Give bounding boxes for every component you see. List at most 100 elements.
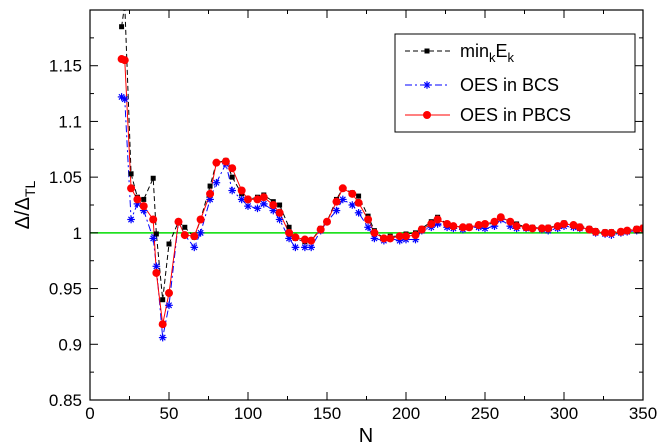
series-2-point [237, 186, 246, 195]
series-2-point [354, 198, 363, 207]
series-0-point [286, 224, 292, 230]
series-2-point [149, 215, 158, 224]
series-1-point [301, 243, 309, 252]
legend: minkEk OES in BCS OES in PBCS [394, 33, 636, 133]
y-tick-label: 1.15 [49, 57, 82, 76]
series-2-point [332, 197, 341, 206]
series-1-point [190, 243, 199, 252]
series-2-point [316, 225, 325, 234]
series-1-point [127, 215, 135, 224]
series-2-point [206, 189, 215, 198]
series-1-point [139, 206, 148, 215]
series-2-point [506, 217, 515, 226]
series-2-point [221, 157, 230, 166]
series-1-point [228, 186, 236, 195]
series-2-point [291, 233, 300, 242]
series-2-point [449, 222, 458, 231]
y-tick-label: 0.85 [49, 391, 82, 410]
series-1-point [196, 229, 205, 237]
series-2-point [496, 213, 505, 222]
series-1-point [364, 223, 372, 232]
x-tick-label: 350 [629, 404, 657, 423]
series-2-point [259, 193, 268, 202]
legend-marker-2 [423, 111, 431, 119]
series-2-point [569, 221, 578, 230]
series-2-point [379, 234, 388, 243]
series-1-point [332, 206, 341, 215]
y-tick-label: 1 [73, 224, 82, 243]
series-2-point [364, 215, 373, 224]
legend-sub-k1: k [489, 50, 496, 65]
series-0-point [128, 171, 134, 177]
series-0-point [153, 231, 159, 237]
series-2-point [285, 228, 294, 237]
series-2-point [300, 235, 309, 244]
series-2-point [269, 201, 278, 209]
series-2-point [553, 222, 562, 231]
series-2-point [395, 232, 404, 241]
series-2-point [370, 228, 379, 237]
series-1-point [275, 215, 284, 224]
legend-sub-k2: k [508, 50, 515, 65]
series-2-point [348, 189, 357, 198]
series-2-point [307, 236, 316, 245]
series-2-point [481, 219, 489, 228]
series-2-point [537, 224, 546, 233]
x-tick-label: 200 [392, 404, 420, 423]
series-1-point [120, 95, 129, 103]
series-2-point [386, 234, 395, 243]
series-1-point [152, 262, 161, 271]
series-2-point [528, 224, 537, 233]
series-0-point [229, 174, 235, 180]
series-1-point [244, 202, 252, 210]
series-2-point [180, 231, 189, 240]
series-2-point [474, 221, 483, 230]
series-2-point [607, 228, 616, 237]
series-2-point [152, 268, 161, 277]
y-tick-label: 1.05 [49, 168, 82, 187]
series-2-point [639, 224, 643, 233]
series-0-point [160, 297, 166, 303]
series-1-point [149, 234, 157, 243]
legend-label-min-e: minkEk [460, 41, 515, 65]
x-tick-label: 300 [550, 404, 578, 423]
series-2-point [560, 219, 568, 228]
y-axis-label: Δ/ΔTL [12, 180, 38, 229]
x-tick-label: 0 [85, 404, 94, 423]
y-tick-label: 1.1 [58, 112, 82, 131]
series-2-point [127, 184, 136, 193]
series-2-point [338, 184, 347, 193]
x-tick-label: 150 [313, 404, 341, 423]
legend-label-pbcs: OES in PBCS [460, 105, 571, 125]
series-2-point [165, 289, 173, 298]
series-1-point [206, 195, 214, 204]
series-0-point [356, 193, 362, 199]
series-1-point [212, 178, 221, 187]
series-0-point [119, 24, 125, 30]
x-axis-label: N [359, 425, 373, 445]
series-0-point [182, 224, 188, 230]
series-1-point [307, 243, 315, 252]
series-2-point [120, 56, 129, 65]
legend-marker-0 [424, 48, 430, 54]
series-2-point [158, 320, 167, 329]
series-2-point [174, 217, 183, 226]
series-2-point [411, 231, 420, 240]
series-2-point [544, 224, 553, 233]
x-tick-label: 100 [234, 404, 262, 423]
series-1-point [260, 200, 268, 208]
legend-min: min [460, 41, 489, 61]
legend-e: E [496, 41, 508, 61]
series-0-point [122, 2, 127, 7]
series-1-point [354, 209, 363, 217]
series-2-point [443, 219, 452, 228]
series-2-point [275, 208, 284, 217]
legend-marker-1 [423, 81, 431, 89]
series-2-point [433, 215, 442, 224]
series-2-point [139, 202, 148, 211]
series-2-point [575, 223, 584, 232]
series-0-point [150, 175, 156, 181]
series-2-point [228, 164, 237, 173]
x-tick-label: 250 [471, 404, 499, 423]
